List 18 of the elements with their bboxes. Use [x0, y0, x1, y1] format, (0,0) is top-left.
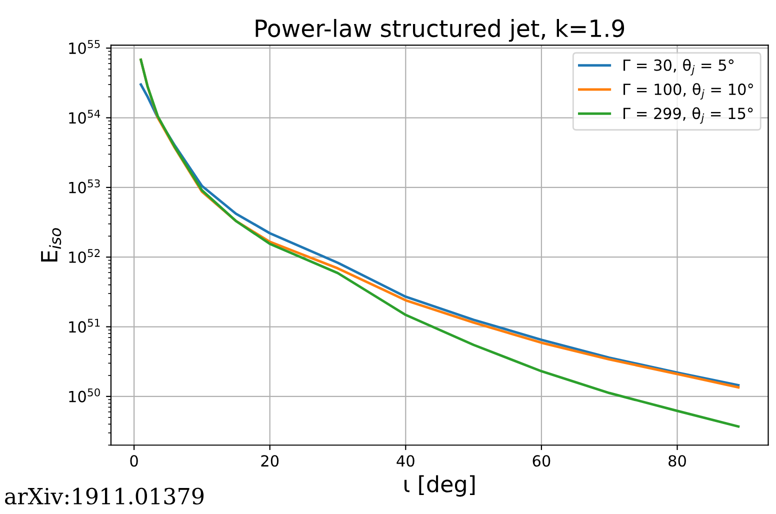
x-tick-label: 60 — [532, 455, 550, 467]
y-tick-label: 10$^{50}$ — [69, 388, 100, 402]
y-tick-label: 10$^{54}$ — [69, 110, 100, 124]
x-tick-label: 40 — [396, 455, 414, 467]
legend-label: Γ = 100, θ$_{j}$ = 10° — [624, 83, 753, 100]
x-tick-label: 0 — [130, 455, 138, 467]
y-tick-label: 10$^{55}$ — [69, 40, 100, 54]
y-tick-label: 10$^{51}$ — [69, 318, 100, 333]
y-tick-label: 10$^{52}$ — [69, 249, 100, 264]
x-tick-label: 80 — [668, 455, 686, 467]
legend-label: Γ = 299, θ$_{j}$ = 15° — [624, 107, 753, 124]
legend-label: Γ = 30, θ$_{j}$ = 5° — [624, 58, 734, 76]
text: arXiv:1911.01379 — [4, 488, 204, 505]
y-axis-title: E$_{iso}$ — [41, 228, 62, 262]
y-tick-label: 10$^{53}$ — [69, 179, 100, 194]
x-tick-label: 20 — [261, 455, 279, 467]
x-axis-title: ι [deg] — [404, 475, 475, 497]
chart-title: Power-law structured jet, k=1.9 — [256, 18, 624, 42]
